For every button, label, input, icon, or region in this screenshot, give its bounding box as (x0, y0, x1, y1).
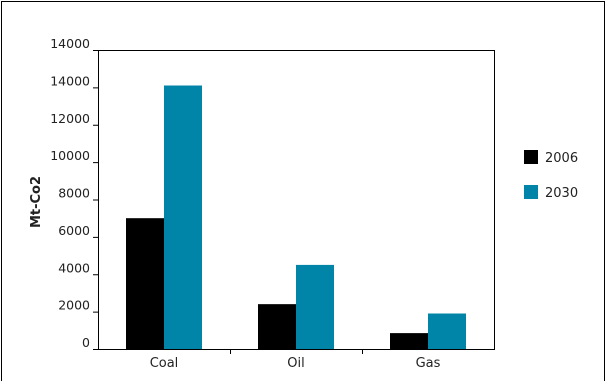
y-tick-label: 0 (82, 335, 90, 350)
plot-border (98, 50, 495, 350)
y-tick-label: 12000 (50, 111, 90, 126)
y-tick-label: 14000 (50, 73, 90, 88)
y-tick-label: 10000 (50, 148, 90, 163)
bars (126, 85, 466, 349)
y-tick-label: 2000 (58, 298, 90, 313)
bar-2030-coal (164, 85, 202, 349)
x-category-label: Gas (416, 356, 441, 371)
plot-area (98, 50, 495, 350)
legend-swatch-2030 (524, 185, 538, 199)
x-category-label: Coal (150, 356, 179, 371)
y-axis: 0 2000 4000 6000 8000 10000 12000 14000 14000 (50, 36, 98, 350)
bar-2006-coal (126, 218, 164, 349)
legend-label-2006: 2006 (545, 151, 578, 166)
legend-swatch-2006 (524, 150, 538, 164)
bar-2030-gas (428, 313, 466, 349)
y-tick-label: 6000 (58, 223, 90, 238)
legend: 2006 2030 (524, 150, 578, 201)
y-tick-label: 8000 (58, 186, 90, 201)
x-axis: Coal Oil Gas (150, 349, 441, 371)
bar-2006-oil (258, 304, 296, 349)
y-tick-label: 14000 (50, 36, 90, 51)
legend-label-2030: 2030 (545, 186, 578, 201)
x-category-label: Oil (287, 356, 304, 371)
bar-2006-gas (390, 333, 428, 349)
bar-2030-oil (296, 264, 334, 349)
y-tick-label: 4000 (58, 260, 90, 275)
y-axis-label: Mt-Co2 (29, 176, 44, 228)
